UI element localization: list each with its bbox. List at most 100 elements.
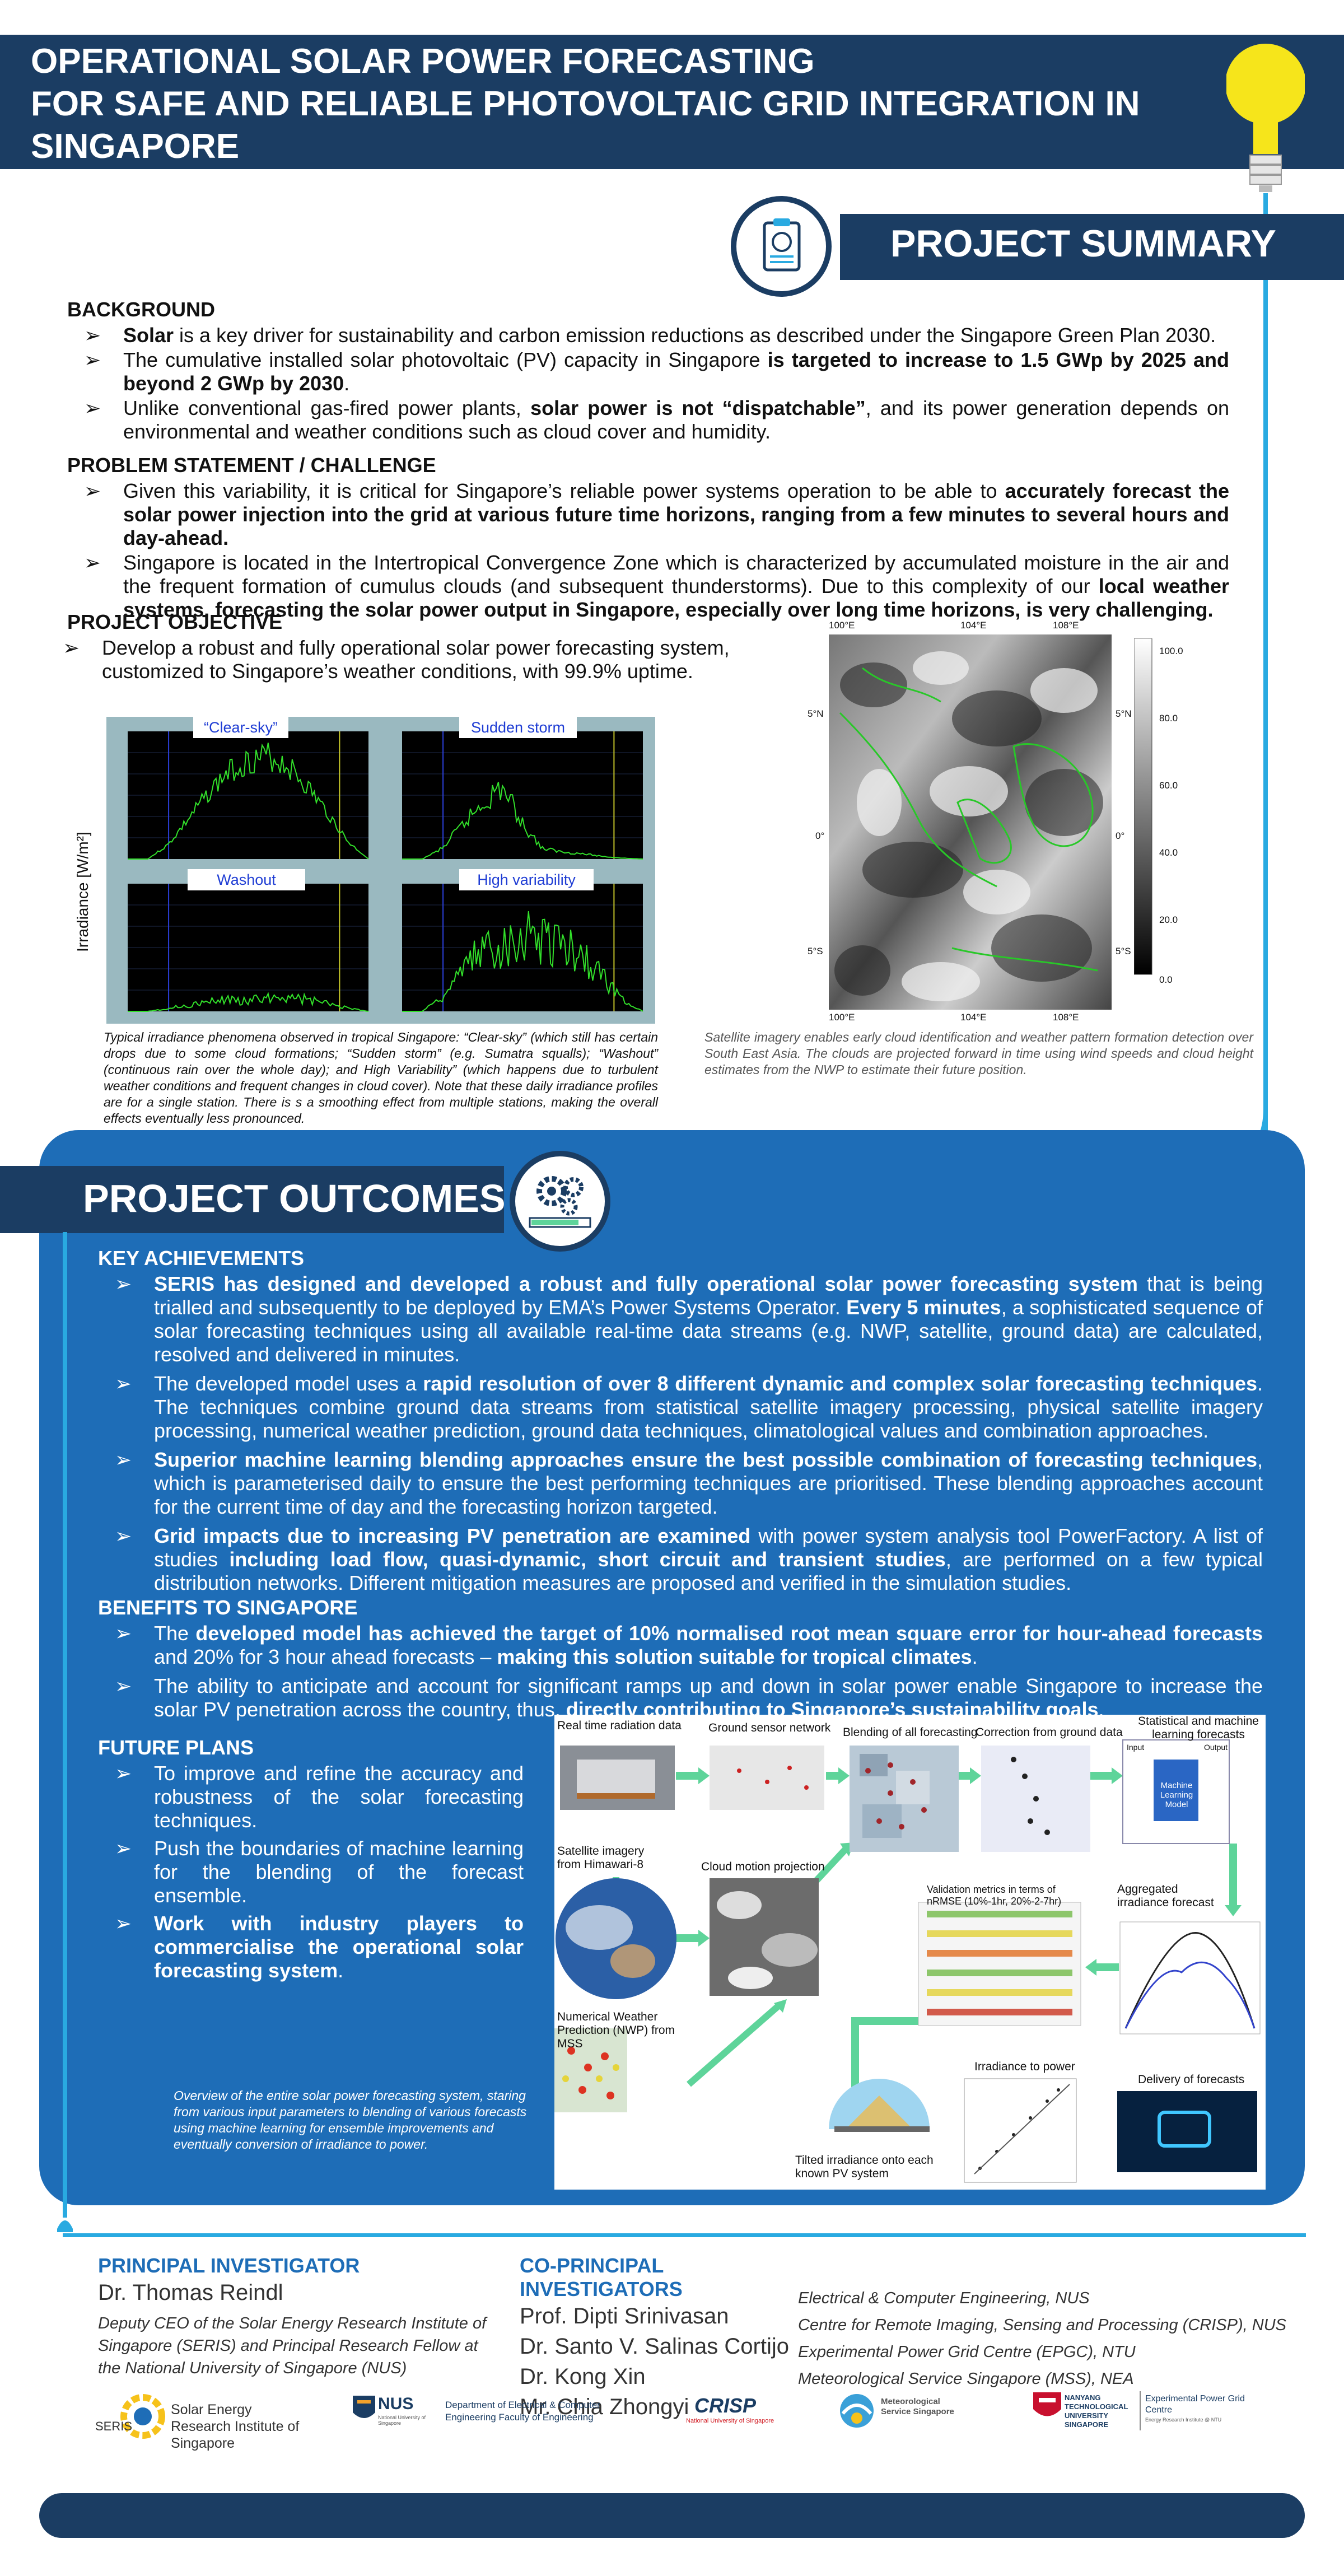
objective-list: Develop a robust and fully operational s… xyxy=(63,636,739,683)
colorbar-tick: 60.0 xyxy=(1159,780,1178,791)
wf-label-irr-power: Irradiance to power xyxy=(974,2060,1075,2073)
list-item: Work with industry players to commercial… xyxy=(115,1912,524,1982)
lon-label-108-bottom: 108°E xyxy=(1053,1012,1079,1023)
future-section: FUTURE PLANS To improve and refine the a… xyxy=(98,1736,524,1984)
pi-name: Dr. Thomas Reindl xyxy=(98,2280,283,2305)
background-list: Solar is a key driver for sustainability… xyxy=(67,324,1229,444)
list-item: Grid impacts due to increasing PV penetr… xyxy=(115,1524,1263,1595)
title-banner xyxy=(0,35,1344,169)
gears-icon xyxy=(510,1151,610,1252)
achievements-heading: KEY ACHIEVEMENTS xyxy=(98,1247,305,1270)
co-pi-name: Dr. Kong Xin xyxy=(520,2364,646,2389)
achievements-list: SERIS has designed and developed a robus… xyxy=(98,1272,1263,1595)
problem-section: PROBLEM STATEMENT / CHALLENGE Given this… xyxy=(67,454,1229,623)
mss-logo: Meteorological Service Singapore xyxy=(837,2391,972,2436)
co-pi-block: CO-PRINCIPAL INVESTIGATORS Prof. Dipti S… xyxy=(520,2254,800,2422)
poster-title: OPERATIONAL SOLAR POWER FORECASTING FOR … xyxy=(31,40,1179,168)
lat-label-0-right: 0° xyxy=(1116,830,1125,841)
irradiance-series-line xyxy=(402,911,643,1012)
list-item: SERIS has designed and developed a robus… xyxy=(115,1272,1263,1366)
workflow-arrows xyxy=(554,1739,1261,2183)
list-item: The developed model uses a rapid resolut… xyxy=(115,1372,1263,1443)
lat-label-5n-right: 5°N xyxy=(1116,708,1132,719)
irradiance-caption: Typical irradiance phenomena observed in… xyxy=(104,1030,658,1126)
timeline-line xyxy=(1263,193,1268,1134)
title-line-2: FOR SAFE AND RELIABLE PHOTOVOLTAIC GRID … xyxy=(31,85,1140,123)
lat-label-0: 0° xyxy=(815,830,825,841)
irradiance-series-line xyxy=(128,992,369,1012)
colorbar xyxy=(1134,638,1152,975)
co-pi-affiliation: Meteorological Service Singapore (MSS), … xyxy=(798,2370,1134,2388)
colorbar-tick: 40.0 xyxy=(1159,847,1178,858)
wf-label-output: Output xyxy=(1204,1743,1228,1752)
list-item: Unlike conventional gas-fired power plan… xyxy=(84,396,1229,444)
seris-logo: SERIS Solar Energy Research Institute of… xyxy=(95,2391,314,2451)
lon-label-104-bottom: 104°E xyxy=(960,1012,987,1023)
clipboard-icon xyxy=(731,196,832,297)
pi-block: PRINCIPAL INVESTIGATOR Dr. Thomas Reindl… xyxy=(98,2254,501,2379)
outcomes-header-bar xyxy=(0,1166,504,1233)
co-pi-heading: CO-PRINCIPAL INVESTIGATORS xyxy=(520,2254,683,2300)
list-item: Superior machine learning blending appro… xyxy=(115,1448,1263,1519)
wf-label-tilted: Tilted irradiance onto each known PV sys… xyxy=(795,2154,934,2180)
wf-label-nwp: Numerical Weather Prediction (NWP) from … xyxy=(557,2010,675,2050)
irradiance-plots xyxy=(128,731,643,1012)
wf-label-delivery: Delivery of forecasts xyxy=(1138,2073,1245,2086)
title-line-1: OPERATIONAL SOLAR POWER FORECASTING xyxy=(31,42,815,81)
title-line-3: SINGAPORE xyxy=(31,127,240,166)
problem-heading: PROBLEM STATEMENT / CHALLENGE xyxy=(67,454,436,477)
list-item: The developed model has achieved the tar… xyxy=(115,1622,1263,1669)
co-pi-affiliation: Experimental Power Grid Centre (EPGC), N… xyxy=(798,2343,1136,2361)
list-item: Push the boundaries of machine learning … xyxy=(115,1837,524,1907)
wf-label-validation: Validation metrics in terms of nRMSE (10… xyxy=(927,1884,1062,1907)
list-item: Solar is a key driver for sustainability… xyxy=(84,324,1229,347)
summary-header-bar xyxy=(840,214,1344,280)
co-pi-name: Mr. Chia Zhongyi xyxy=(520,2395,689,2419)
wf-label-input: Input xyxy=(1127,1743,1145,1752)
list-item: The cumulative installed solar photovolt… xyxy=(84,348,1229,395)
satellite-caption: Satellite imagery enables early cloud id… xyxy=(704,1030,1253,1077)
co-pi-affiliations: Electrical & Computer Engineering, NUS C… xyxy=(798,2285,1313,2392)
bottom-bar xyxy=(39,2493,1305,2538)
colorbar-tick: 80.0 xyxy=(1159,713,1178,724)
irradiance-chart: Irradiance [W/m²] “Clear-sky” Sudden sto… xyxy=(73,717,655,1030)
irradiance-series-line xyxy=(402,782,643,860)
background-section: BACKGROUND Solar is a key driver for sus… xyxy=(67,298,1229,445)
satellite-image xyxy=(829,634,1112,1010)
benefits-list: The developed model has achieved the tar… xyxy=(98,1622,1263,1721)
achievements-section: KEY ACHIEVEMENTS SERIS has designed and … xyxy=(98,1247,1263,1596)
wf-label-ml: Statistical and machine learning forecas… xyxy=(1138,1715,1259,1741)
co-pi-name: Prof. Dipti Srinivasan xyxy=(520,2304,729,2328)
benefits-section: BENEFITS TO SINGAPORE The developed mode… xyxy=(98,1596,1263,1723)
list-item: Singapore is located in the Intertropica… xyxy=(84,551,1229,622)
lat-label-5s: 5°S xyxy=(808,946,823,956)
future-heading: FUTURE PLANS xyxy=(98,1736,254,1759)
outcomes-header: PROJECT OUTCOMES xyxy=(83,1177,506,1220)
timeline-line-left xyxy=(63,1232,67,2218)
problem-list: Given this variability, it is critical f… xyxy=(67,479,1229,622)
list-item: To improve and refine the accuracy and r… xyxy=(115,1762,524,1832)
wf-label-blending: Blending of all forecasting xyxy=(843,1726,978,1739)
nus-logo: NUS National University of Singapore Dep… xyxy=(353,2391,644,2436)
timeline-end-icon xyxy=(57,2220,73,2232)
footer-divider xyxy=(63,2233,1306,2237)
lightbulb-icon xyxy=(1226,44,1305,192)
crisp-logo: CRISP National University of Singapore xyxy=(686,2394,774,2424)
pi-description: Deputy CEO of the Solar Energy Research … xyxy=(98,2314,487,2377)
colorbar-tick: 20.0 xyxy=(1159,914,1178,925)
irradiance-series-line xyxy=(128,743,369,860)
wf-label-cloud: Cloud motion projection xyxy=(701,1860,825,1873)
co-pi-name: Dr. Santo V. Salinas Cortijo xyxy=(520,2334,789,2359)
co-pi-affiliation: Electrical & Computer Engineering, NUS xyxy=(798,2289,1090,2307)
wf-label-ground: Ground sensor network xyxy=(708,1721,831,1734)
pi-heading: PRINCIPAL INVESTIGATOR xyxy=(98,2254,360,2277)
list-item: Develop a robust and fully operational s… xyxy=(63,636,739,683)
lat-label-5n: 5°N xyxy=(808,708,824,719)
background-heading: BACKGROUND xyxy=(67,298,215,321)
workflow-caption: Overview of the entire solar power forec… xyxy=(174,2088,527,2152)
future-list: To improve and refine the accuracy and r… xyxy=(98,1762,524,1982)
wf-label-realtime: Real time radiation data xyxy=(557,1719,682,1732)
panel-label-clearsky: “Clear-sky” xyxy=(193,717,288,738)
lat-label-5s-right: 5°S xyxy=(1116,946,1131,956)
lon-label-108: 108°E xyxy=(1053,620,1079,631)
